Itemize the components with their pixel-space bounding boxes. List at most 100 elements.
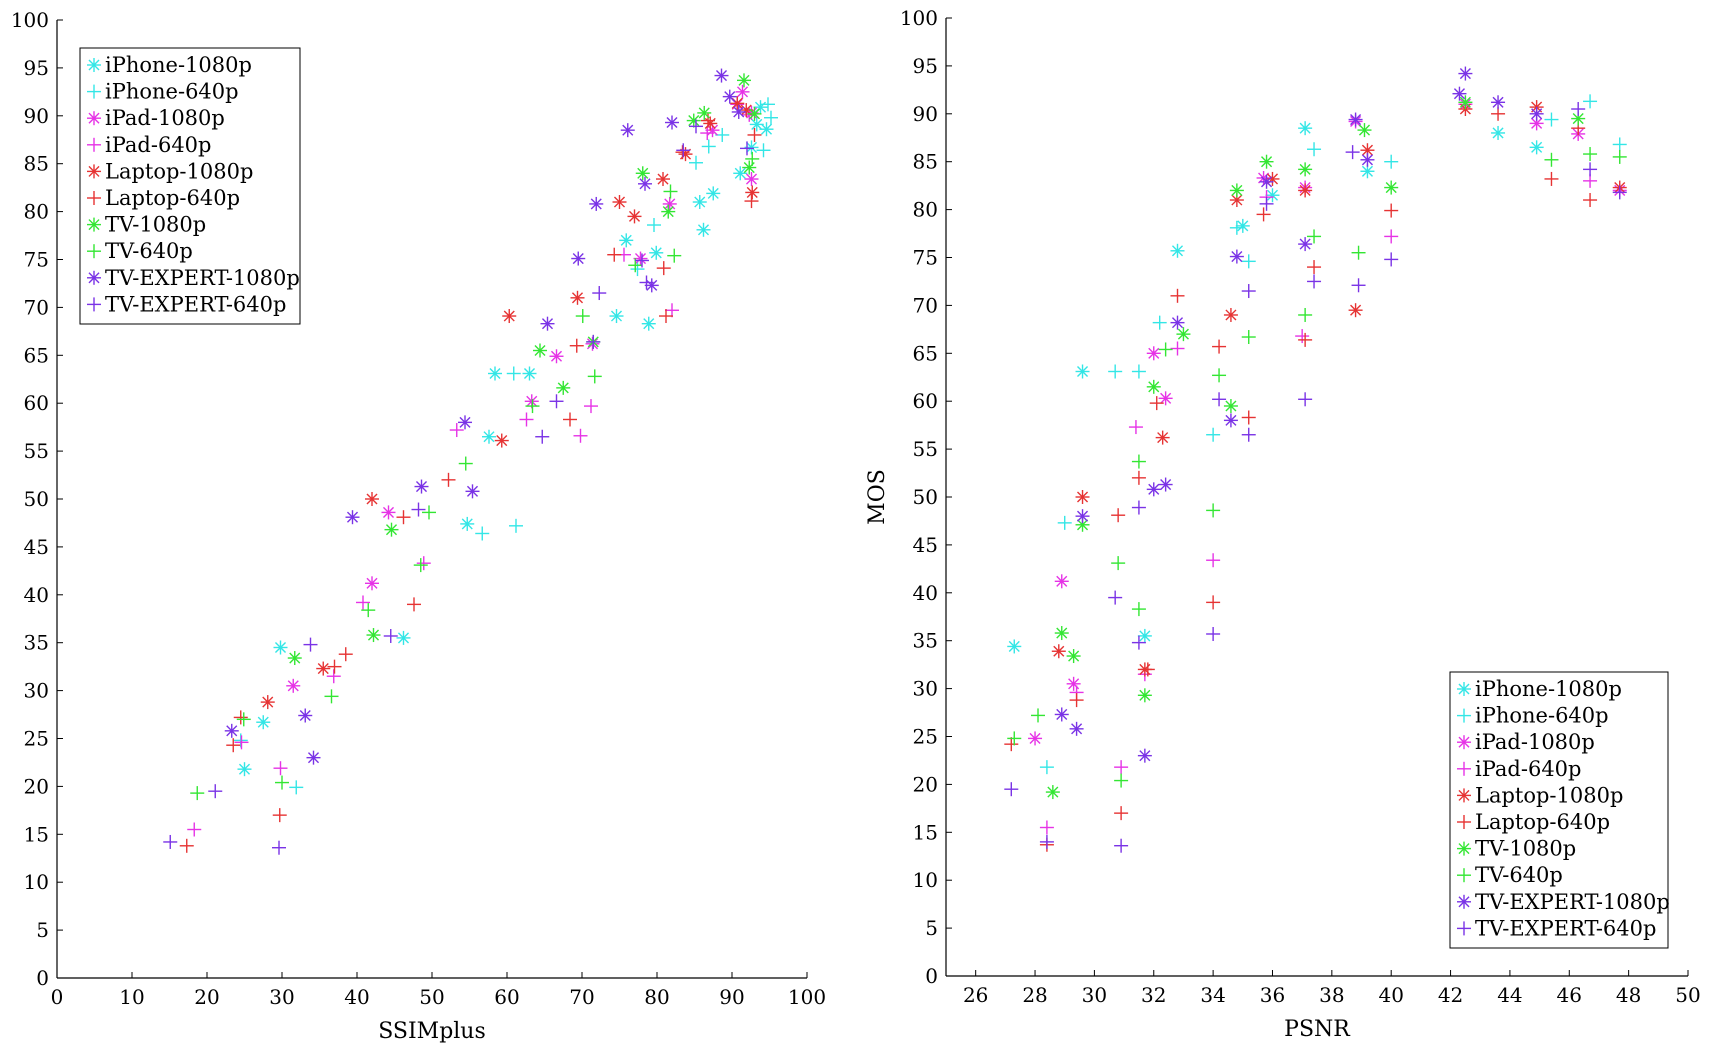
data-point [701, 139, 716, 154]
data-point [1458, 66, 1473, 81]
data-point [1170, 341, 1185, 356]
data-point [1152, 315, 1167, 330]
data-point [737, 73, 751, 88]
y-tick-label: 80 [24, 200, 49, 224]
data-point [1057, 515, 1072, 530]
data-point [1529, 106, 1544, 121]
x-tick-label: 34 [1200, 983, 1225, 1007]
data-point [633, 251, 648, 266]
data-point [570, 290, 585, 305]
data-point [1241, 427, 1256, 442]
data-point [586, 334, 601, 349]
data-point [744, 194, 759, 209]
data-point [1223, 307, 1238, 322]
data-point [411, 502, 426, 517]
y-tick-label: 5 [925, 916, 938, 940]
y-tick-label: 60 [24, 391, 49, 415]
x-tick-label: 48 [1616, 983, 1641, 1007]
data-point [692, 195, 707, 210]
data-point [535, 429, 550, 444]
legend-item-tv-expert-1080p: TV-EXPERT-1080p [87, 266, 300, 290]
data-point [569, 338, 584, 353]
data-point [1075, 490, 1090, 504]
data-point [1384, 229, 1399, 244]
data-point [1229, 183, 1244, 198]
data-point [635, 166, 650, 181]
series-laptop-640p [1004, 106, 1598, 852]
data-point [1108, 364, 1123, 379]
y-axis-label: MOS [865, 469, 890, 525]
data-point [384, 522, 399, 537]
data-point [1612, 137, 1627, 152]
data-point [226, 738, 241, 753]
data-point [747, 127, 762, 142]
data-point [256, 715, 271, 730]
data-point [345, 510, 360, 525]
legend-label: iPhone-640p [1475, 704, 1609, 728]
data-point [1149, 396, 1164, 411]
data-point [1176, 327, 1191, 342]
data-point [1146, 346, 1161, 361]
legend-label: Laptop-640p [105, 186, 240, 210]
data-point [756, 143, 771, 158]
y-tick-label: 15 [913, 820, 938, 844]
data-point [1170, 315, 1185, 330]
data-point [1158, 477, 1173, 492]
data-point [689, 155, 703, 170]
legend-marker [1457, 894, 1471, 909]
x-axis-label: PSNR [1284, 1017, 1351, 1042]
data-point [659, 309, 673, 324]
legend-marker [87, 191, 101, 205]
data-point [1054, 574, 1069, 589]
data-point [635, 253, 649, 268]
data-point [549, 349, 564, 364]
data-point [1140, 662, 1155, 677]
data-point [1298, 162, 1313, 177]
data-point [1259, 154, 1274, 169]
data-point [234, 735, 249, 750]
data-point [589, 196, 604, 211]
data-point [1137, 748, 1152, 763]
x-tick-label: 28 [1022, 983, 1047, 1007]
legend-label: iPad-1080p [105, 106, 225, 130]
data-point [575, 309, 590, 324]
data-point [585, 336, 600, 351]
legend-item-laptop-640p: Laptop-640p [1457, 810, 1610, 834]
data-point [303, 637, 318, 652]
data-point [519, 412, 534, 427]
series-iphone-1080p [237, 100, 774, 777]
data-point [1075, 509, 1090, 524]
data-point [1212, 392, 1227, 407]
data-point [1360, 152, 1375, 167]
legend-marker [87, 217, 101, 232]
data-point [416, 556, 431, 571]
x-tick-label: 44 [1497, 983, 1522, 1007]
x-tick-label: 60 [494, 985, 519, 1009]
data-point [1259, 196, 1274, 211]
y-tick-label: 65 [24, 343, 49, 367]
x-tick-label: 90 [719, 985, 744, 1009]
data-point [722, 89, 737, 104]
data-point [326, 669, 341, 684]
data-point [1452, 86, 1467, 101]
data-point [761, 97, 775, 112]
legend-marker [1457, 735, 1471, 750]
y-tick-label: 80 [913, 198, 938, 222]
legend-marker [1457, 841, 1471, 856]
data-point [163, 834, 178, 849]
data-point [1128, 420, 1143, 435]
x-tick-label: 10 [119, 985, 144, 1009]
series-ipad-1080p [286, 84, 759, 693]
data-point [1491, 125, 1506, 140]
data-point [286, 678, 301, 693]
y-tick-label: 60 [913, 389, 938, 413]
data-point [1229, 220, 1244, 235]
data-point [627, 209, 642, 224]
data-point [714, 68, 729, 83]
data-point [1007, 731, 1022, 746]
data-point [630, 262, 645, 277]
legend-item-tv-expert-1080p: TV-EXPERT-1080p [1457, 890, 1670, 914]
data-point [689, 119, 703, 134]
x-tick-label: 70 [569, 985, 594, 1009]
